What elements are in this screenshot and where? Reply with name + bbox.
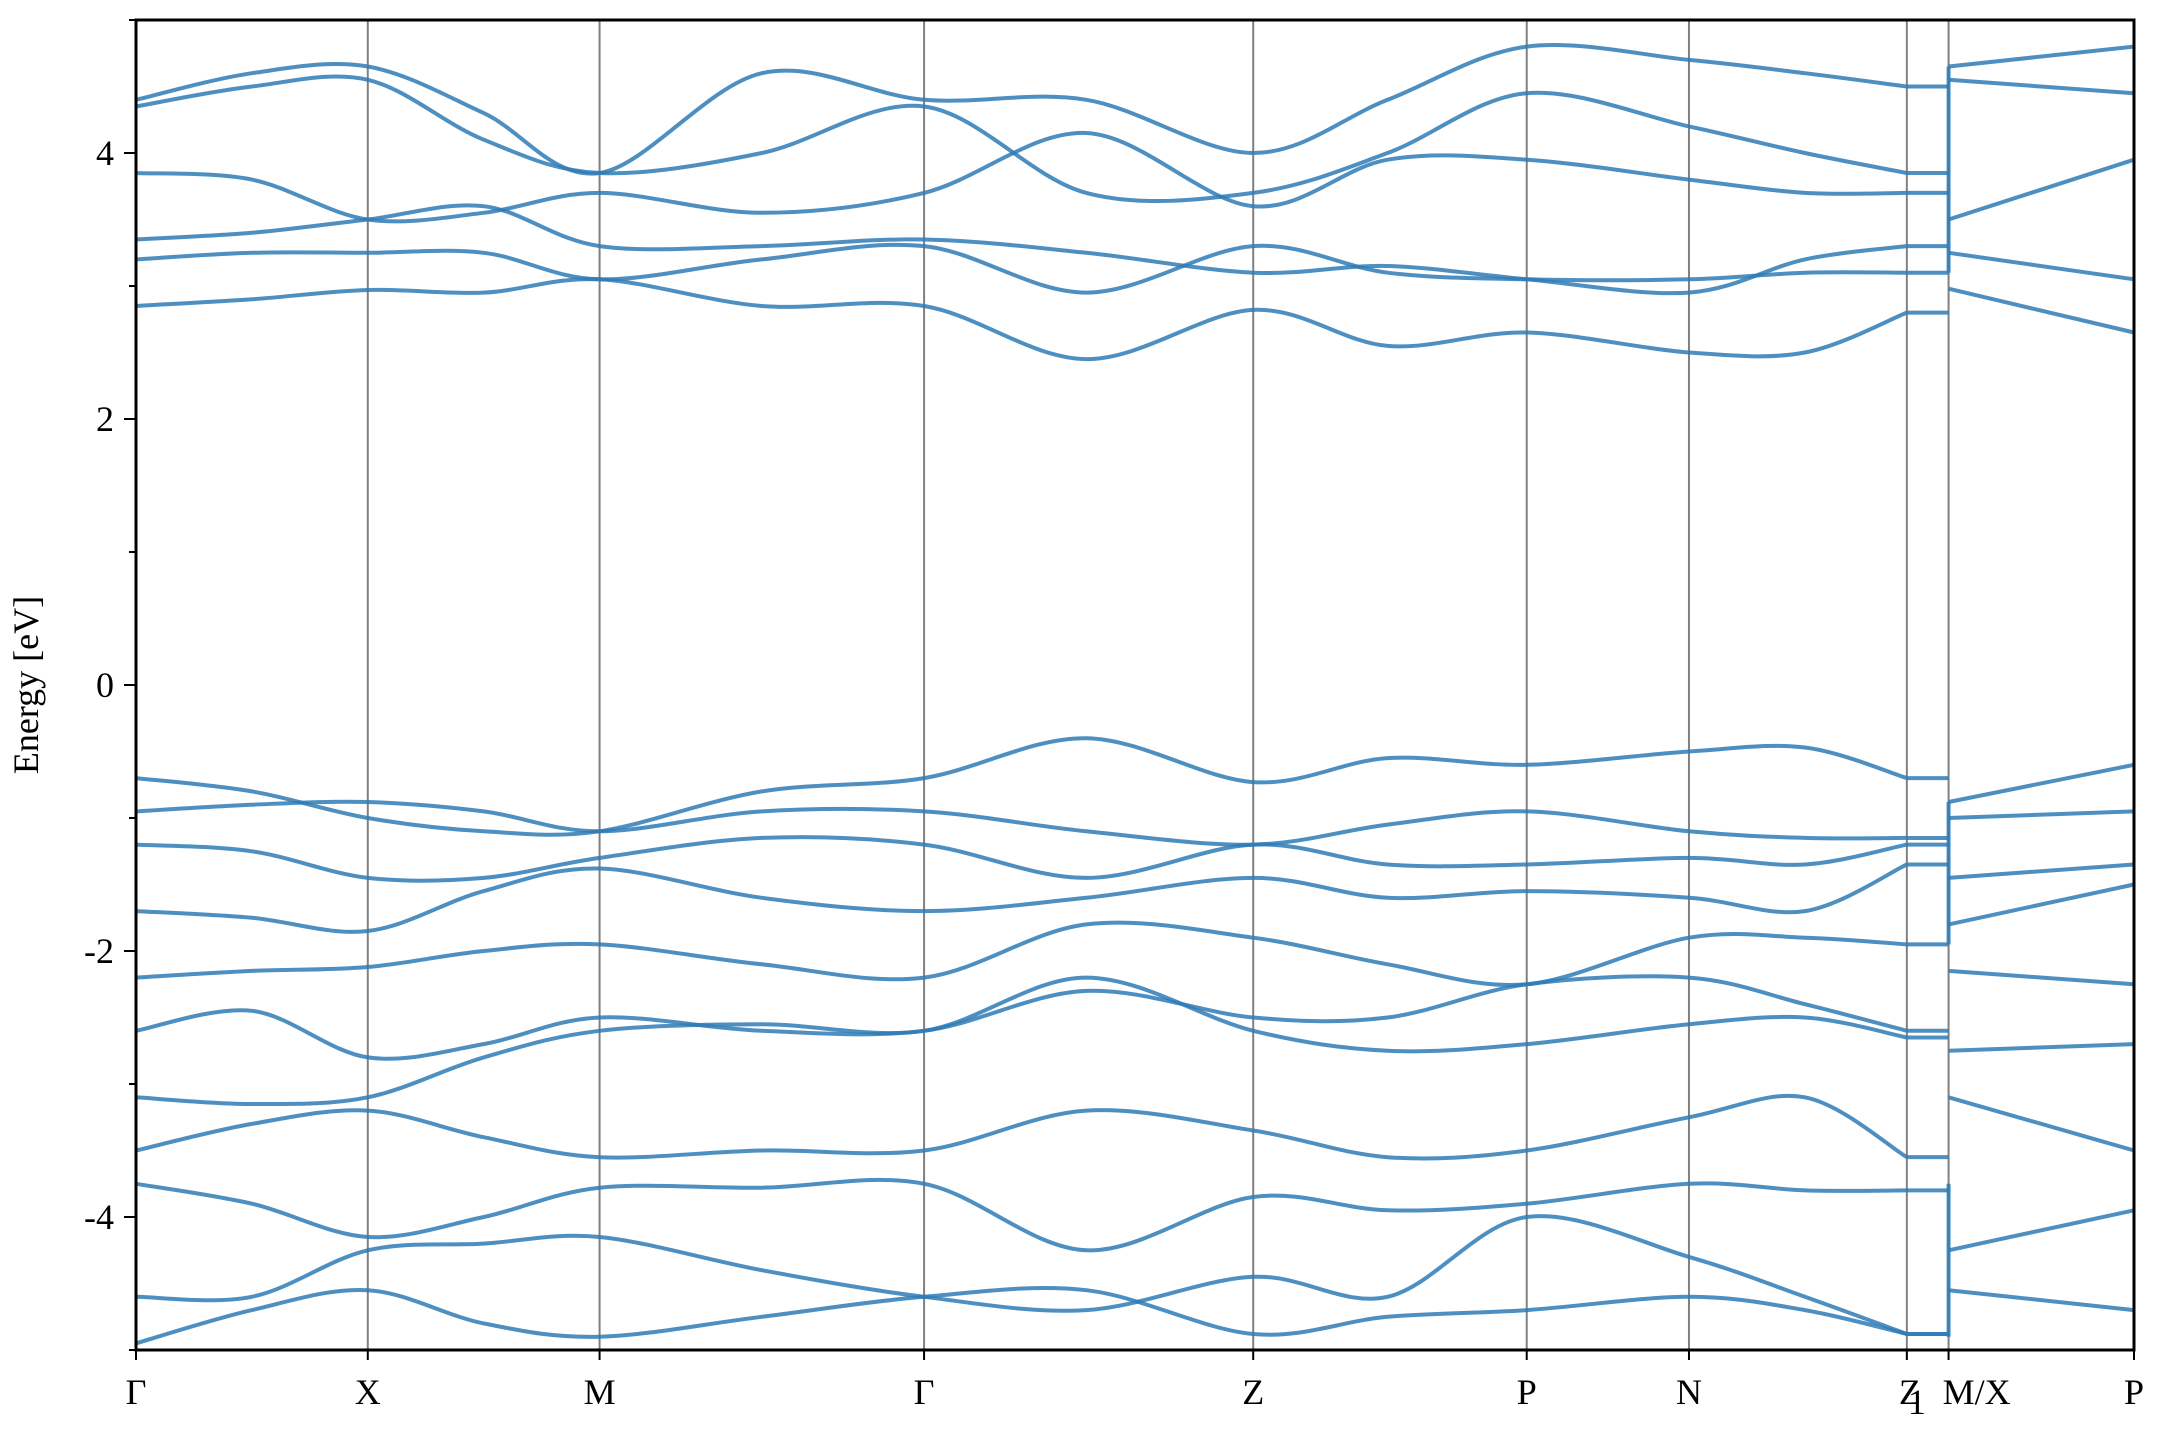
x-tick-label: P: [1517, 1372, 1537, 1412]
x-tick-label: Z: [1242, 1372, 1264, 1412]
x-tick-label: Γ: [126, 1372, 147, 1412]
y-tick-label: -2: [84, 931, 114, 971]
band-line: [1948, 250, 2135, 282]
band-line: [1948, 1208, 2135, 1253]
band-line: [135, 736, 1908, 837]
band-line: [135, 277, 1908, 362]
band-line: [135, 1285, 1908, 1346]
band-lines: [135, 42, 2135, 1346]
y-tick-label: -4: [84, 1197, 114, 1237]
band-line: [135, 203, 1908, 296]
x-tick-label: P: [2124, 1372, 2144, 1412]
band-line: [1947, 157, 2135, 222]
band-line: [1948, 44, 2135, 69]
high-symmetry-lines: [366, 20, 1950, 1350]
x-tick-label: M: [584, 1372, 616, 1412]
y-tick-label: 4: [96, 133, 114, 173]
band-line: [1948, 762, 2135, 804]
band-line: [135, 862, 1908, 934]
band-line: [135, 975, 1908, 1107]
x-tick-label: X: [355, 1372, 381, 1412]
y-axis: -4 -2 0 2 4: [84, 19, 136, 1351]
band-line: [135, 74, 1908, 204]
band-line: [1948, 1288, 2135, 1313]
y-tick-label: 0: [96, 665, 114, 705]
x-tick-sublabel: 1: [1908, 1382, 1926, 1422]
y-tick-label: 2: [96, 399, 114, 439]
x-tick-label: Γ: [914, 1372, 935, 1412]
band-line: [1948, 809, 2135, 820]
band-line: [135, 920, 1907, 987]
band-line: [135, 1214, 1908, 1336]
band-line: [135, 42, 1908, 176]
band-line: [1948, 862, 2135, 880]
band-line: [1948, 77, 2135, 96]
x-axis: Γ X M Γ Z P N Z1 M/X P: [126, 1350, 2144, 1422]
band-line: [135, 974, 1908, 1061]
band-line: [1948, 1095, 2135, 1153]
band-line: [1948, 882, 2135, 927]
band-line: [135, 130, 1907, 224]
y-axis-title: Energy [eV]: [6, 596, 46, 774]
band-line: [1948, 968, 2135, 987]
band-line: [135, 835, 1908, 883]
x-tick-label: N: [1676, 1372, 1702, 1412]
x-tick-label: Z: [1899, 1372, 1921, 1412]
band-line: [135, 1177, 1907, 1253]
x-tick-label: M/X: [1943, 1372, 2011, 1412]
band-line: [135, 799, 1907, 847]
band-line: [1948, 286, 2135, 335]
band-line: [1948, 1042, 2135, 1053]
band-line: [135, 1093, 1908, 1161]
band-line: [135, 242, 1907, 295]
